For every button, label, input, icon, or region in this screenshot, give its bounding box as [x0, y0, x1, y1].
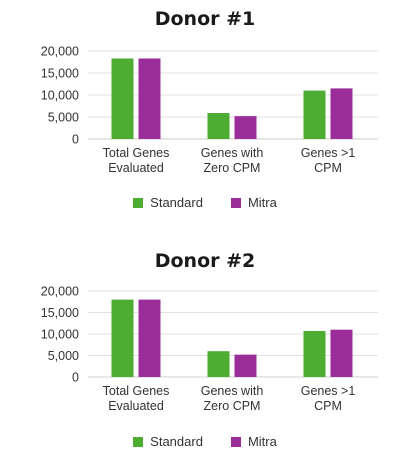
y-tick-label: 5,000	[48, 111, 79, 125]
legend-item-standard: Standard	[133, 434, 203, 449]
bar-mitra	[330, 88, 353, 139]
bar-standard	[207, 351, 230, 377]
bar-standard	[207, 113, 230, 139]
chart-legend: Standard Mitra	[0, 434, 410, 449]
legend-item-standard: Standard	[133, 195, 203, 210]
chart-title: Donor #1	[154, 8, 256, 30]
x-category-label: Genes with Zero CPM	[201, 384, 264, 413]
chart-plot-area: 0 5,000 10,000 15,000 20,000 Total Genes Evalu…	[41, 285, 378, 413]
y-tick-label: 10,000	[41, 89, 79, 103]
bar-standard	[303, 330, 326, 377]
bar-standard	[111, 299, 134, 377]
legend-swatch-mitra	[230, 436, 241, 447]
legend-swatch-standard	[133, 197, 144, 208]
y-tick-label: 15,000	[41, 67, 79, 81]
legend-item-mitra: Mitra	[230, 195, 277, 210]
y-tick-label: 15,000	[41, 306, 79, 320]
y-tick-label: 0	[72, 371, 79, 385]
legend-swatch-mitra	[230, 197, 241, 208]
bar-mitra	[330, 329, 353, 377]
bar-standard	[111, 58, 134, 140]
y-tick-label: 20,000	[41, 285, 79, 299]
legend-label-mitra: Mitra	[247, 195, 277, 210]
legend-label-standard: Standard	[150, 195, 203, 210]
chart-donor-2: 0 5,000 10,000 15,000 20,000 Total Genes Evalu…	[0, 240, 410, 467]
chart-legend: Standard Mitra	[0, 195, 410, 210]
bar-standard	[303, 90, 326, 139]
chart-donor-1: 0 5,000 10,000 15,000 20,000 Total Genes Evalu…	[0, 0, 410, 233]
bar-mitra	[234, 354, 257, 377]
chart-plot-area: 0 5,000 10,000 15,000 20,000 Total Genes Evalu…	[41, 45, 378, 175]
bar-mitra	[234, 116, 257, 139]
legend-label-standard: Standard	[150, 434, 203, 449]
legend-swatch-standard	[133, 436, 144, 447]
legend-label-mitra: Mitra	[247, 434, 277, 449]
y-tick-label: 20,000	[41, 45, 79, 59]
y-tick-label: 5,000	[48, 349, 79, 363]
y-tick-label: 10,000	[41, 328, 79, 342]
chart-title: Donor #2	[154, 250, 256, 272]
bar-mitra	[138, 58, 161, 140]
x-category-label: Genes with Zero CPM	[201, 146, 264, 175]
bar-mitra	[138, 299, 161, 377]
x-category-label: Genes >1 CPM	[301, 384, 356, 413]
x-category-label: Total Genes Evaluated	[103, 384, 170, 413]
legend-item-mitra: Mitra	[230, 434, 277, 449]
x-category-label: Total Genes Evaluated	[103, 146, 170, 175]
x-category-label: Genes >1 CPM	[301, 146, 356, 175]
y-tick-label: 0	[72, 133, 79, 147]
